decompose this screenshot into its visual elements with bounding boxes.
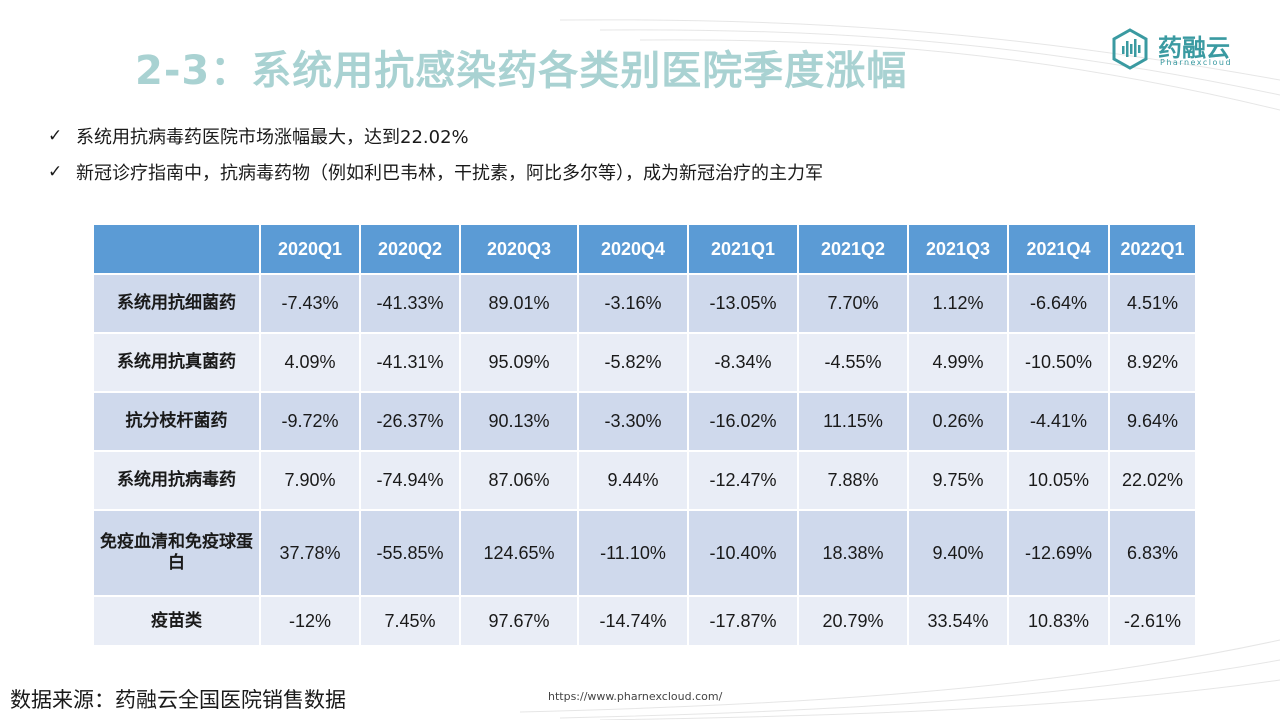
table-cell: 4.99% (907, 332, 1009, 393)
table-row: 系统用抗细菌药 -7.43% -41.33% 89.01% -3.16% -13… (92, 273, 1197, 334)
table-header-row: 2020Q1 2020Q2 2020Q3 2020Q4 2021Q1 2021Q… (92, 223, 1197, 275)
table-cell: 9.44% (577, 450, 689, 511)
table-cell: 7.90% (259, 450, 361, 511)
table-cell: -16.02% (687, 391, 799, 452)
table-cell: 18.38% (797, 509, 909, 597)
table-cell: -14.74% (577, 595, 689, 647)
column-header: 2020Q4 (577, 223, 689, 275)
table-cell: 6.83% (1108, 509, 1197, 597)
table-cell: -10.50% (1007, 332, 1110, 393)
data-source-note: 数据来源：药融云全国医院销售数据 (10, 688, 346, 712)
table-cell: 7.88% (797, 450, 909, 511)
table-corner-cell (92, 223, 261, 275)
bullet-item: ✓ 系统用抗病毒药医院市场涨幅最大，达到22.02% (48, 118, 823, 154)
bullet-text: 新冠诊疗指南中，抗病毒药物（例如利巴韦林，干扰素，阿比多尔等），成为新冠治疗的主… (76, 163, 823, 184)
table-cell: -10.40% (687, 509, 799, 597)
table-cell: -3.30% (577, 391, 689, 452)
column-header: 2020Q2 (359, 223, 461, 275)
table-cell: -6.64% (1007, 273, 1110, 334)
table-cell: -17.87% (687, 595, 799, 647)
table-cell: 8.92% (1108, 332, 1197, 393)
table-cell: -5.82% (577, 332, 689, 393)
website-url: https://www.pharnexcloud.com/ (548, 690, 723, 703)
table-cell: 9.64% (1108, 391, 1197, 452)
pharnexcloud-hexagon-icon (1112, 28, 1148, 70)
row-label: 系统用抗细菌药 (92, 273, 261, 334)
table-cell: -41.31% (359, 332, 461, 393)
bullet-text: 系统用抗病毒药医院市场涨幅最大，达到22.02% (76, 127, 469, 148)
table-cell: 20.79% (797, 595, 909, 647)
table-cell: -4.55% (797, 332, 909, 393)
column-header: 2021Q1 (687, 223, 799, 275)
table-cell: -55.85% (359, 509, 461, 597)
table-cell: -41.33% (359, 273, 461, 334)
table-cell: 7.45% (359, 595, 461, 647)
table-cell: 33.54% (907, 595, 1009, 647)
table-cell: 97.67% (459, 595, 579, 647)
table-cell: -4.41% (1007, 391, 1110, 452)
table-cell: -2.61% (1108, 595, 1197, 647)
table-cell: 37.78% (259, 509, 361, 597)
column-header: 2021Q3 (907, 223, 1009, 275)
page-title: 2-3：系统用抗感染药各类别医院季度涨幅 (135, 48, 908, 94)
growth-table: 2020Q1 2020Q2 2020Q3 2020Q4 2021Q1 2021Q… (92, 223, 1197, 647)
row-label: 免疫血清和免疫球蛋白 (92, 509, 261, 597)
table-cell: 124.65% (459, 509, 579, 597)
table-row: 系统用抗真菌药 4.09% -41.31% 95.09% -5.82% -8.3… (92, 332, 1197, 393)
table-cell: 22.02% (1108, 450, 1197, 511)
row-label: 系统用抗真菌药 (92, 332, 261, 393)
logo-name: 药融云 (1158, 34, 1230, 62)
table-cell: -8.34% (687, 332, 799, 393)
row-label: 系统用抗病毒药 (92, 450, 261, 511)
row-label: 抗分枝杆菌药 (92, 391, 261, 452)
table-cell: -12% (259, 595, 361, 647)
table-cell: 87.06% (459, 450, 579, 511)
row-label: 疫苗类 (92, 595, 261, 647)
table-row: 系统用抗病毒药 7.90% -74.94% 87.06% 9.44% -12.4… (92, 450, 1197, 511)
table-cell: -3.16% (577, 273, 689, 334)
table-cell: 11.15% (797, 391, 909, 452)
check-icon: ✓ (48, 126, 63, 146)
table-row: 疫苗类 -12% 7.45% 97.67% -14.74% -17.87% 20… (92, 595, 1197, 647)
table-cell: 4.51% (1108, 273, 1197, 334)
table-cell: -26.37% (359, 391, 461, 452)
table-cell: 0.26% (907, 391, 1009, 452)
table-cell: 90.13% (459, 391, 579, 452)
table-cell: 1.12% (907, 273, 1009, 334)
bullet-list: ✓ 系统用抗病毒药医院市场涨幅最大，达到22.02% ✓ 新冠诊疗指南中，抗病毒… (48, 118, 823, 190)
table-cell: -12.69% (1007, 509, 1110, 597)
table-cell: 7.70% (797, 273, 909, 334)
column-header: 2020Q1 (259, 223, 361, 275)
table-cell: 9.40% (907, 509, 1009, 597)
column-header: 2021Q2 (797, 223, 909, 275)
table-cell: -11.10% (577, 509, 689, 597)
table-cell: 10.83% (1007, 595, 1110, 647)
table-cell: -9.72% (259, 391, 361, 452)
table-cell: -13.05% (687, 273, 799, 334)
logo-subtitle: Pharnexcloud (1160, 58, 1233, 67)
table-cell: 10.05% (1007, 450, 1110, 511)
check-icon: ✓ (48, 162, 63, 182)
table-row: 抗分枝杆菌药 -9.72% -26.37% 90.13% -3.30% -16.… (92, 391, 1197, 452)
table-cell: 89.01% (459, 273, 579, 334)
bullet-item: ✓ 新冠诊疗指南中，抗病毒药物（例如利巴韦林，干扰素，阿比多尔等），成为新冠治疗… (48, 154, 823, 190)
table-cell: -7.43% (259, 273, 361, 334)
table-cell: -12.47% (687, 450, 799, 511)
column-header: 2021Q4 (1007, 223, 1110, 275)
table-cell: 9.75% (907, 450, 1009, 511)
table-cell: 4.09% (259, 332, 361, 393)
column-header: 2020Q3 (459, 223, 579, 275)
table-cell: -74.94% (359, 450, 461, 511)
table-cell: 95.09% (459, 332, 579, 393)
column-header: 2022Q1 (1108, 223, 1197, 275)
table-row: 免疫血清和免疫球蛋白 37.78% -55.85% 124.65% -11.10… (92, 509, 1197, 597)
